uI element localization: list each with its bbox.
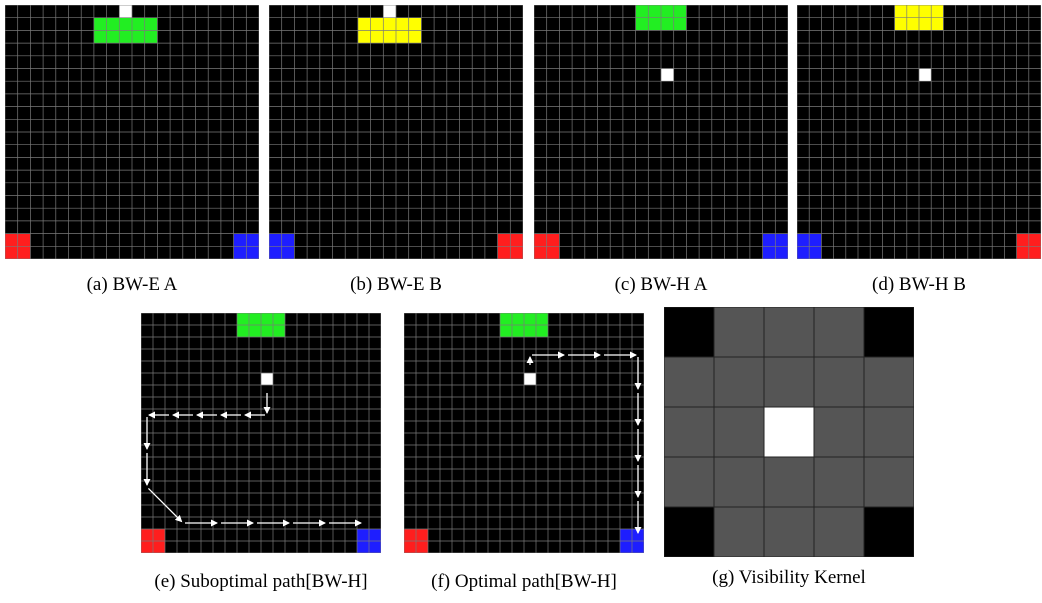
kernel-cell-hidden: [863, 506, 914, 557]
panel-bw-h-b: [797, 5, 1041, 259]
agent-square: [919, 68, 932, 82]
visibility-kernel-grid: [664, 307, 914, 557]
kernel-cell-visible: [713, 456, 765, 508]
kernel-cell-visible: [713, 356, 765, 408]
gridworld-bw-e-b: [269, 5, 523, 259]
gridlines: [5, 5, 259, 259]
kernel-cell-visible: [664, 356, 715, 408]
agent-square: [119, 5, 132, 18]
panel-suboptimal-path: [141, 313, 381, 553]
kernel-cell-visible: [763, 506, 815, 557]
kernel-cell-visible: [664, 456, 715, 508]
caption-optimal-path: (f) Optimal path[BW-H]: [431, 571, 617, 592]
kernel-cell-visible: [763, 356, 815, 408]
caption-bw-h-a: (c) BW-H A: [614, 274, 708, 295]
kernel-cell-visible: [863, 456, 914, 508]
kernel-cell-center: [763, 406, 815, 458]
kernel-cell-visible: [713, 406, 765, 458]
gridworld-suboptimal-path: [141, 313, 381, 553]
kernel-cell-visible: [664, 406, 715, 458]
gridworld-bw-h-a: [534, 5, 788, 259]
kernel-cell-visible: [713, 307, 765, 358]
kernel-cell-hidden: [863, 307, 914, 358]
panel-bw-e-a: [5, 5, 259, 259]
kernel-cell-visible: [813, 356, 865, 408]
gridlines: [141, 313, 381, 553]
caption-bw-e-a: (a) BW-E A: [86, 274, 178, 295]
kernel-cell-visible: [813, 506, 865, 557]
panel-bw-h-a: [534, 5, 788, 259]
kernel-cell-visible: [863, 406, 914, 458]
gridlines: [404, 313, 644, 553]
kernel-cell-visible: [763, 456, 815, 508]
agent-square: [661, 68, 674, 82]
kernel-cell-visible: [813, 307, 865, 358]
gridlines: [269, 5, 523, 259]
panel-optimal-path: [404, 313, 644, 553]
kernel-cell-hidden: [664, 506, 715, 557]
kernel-cell-visible: [713, 506, 765, 557]
panel-visibility-kernel: [664, 307, 914, 557]
gridworld-bw-e-a: [5, 5, 259, 259]
path-arrow: [147, 487, 183, 523]
gridlines: [534, 5, 788, 259]
caption-suboptimal-path: (e) Suboptimal path[BW-H]: [154, 571, 368, 592]
kernel-cell-visible: [813, 456, 865, 508]
kernel-cell-hidden: [664, 307, 715, 358]
agent-square: [524, 373, 536, 385]
kernel-cell-visible: [863, 356, 914, 408]
gridworld-optimal-path: [404, 313, 644, 553]
caption-visibility-kernel: (g) Visibility Kernel: [712, 567, 866, 588]
kernel-cell-visible: [813, 406, 865, 458]
gridlines: [797, 5, 1041, 259]
agent-square: [383, 5, 396, 18]
kernel-cell-visible: [763, 307, 815, 358]
panel-bw-e-b: [269, 5, 523, 259]
caption-bw-e-b: (b) BW-E B: [350, 274, 442, 295]
gridworld-bw-h-b: [797, 5, 1041, 259]
caption-bw-h-b: (d) BW-H B: [872, 274, 966, 295]
agent-square: [261, 373, 273, 385]
